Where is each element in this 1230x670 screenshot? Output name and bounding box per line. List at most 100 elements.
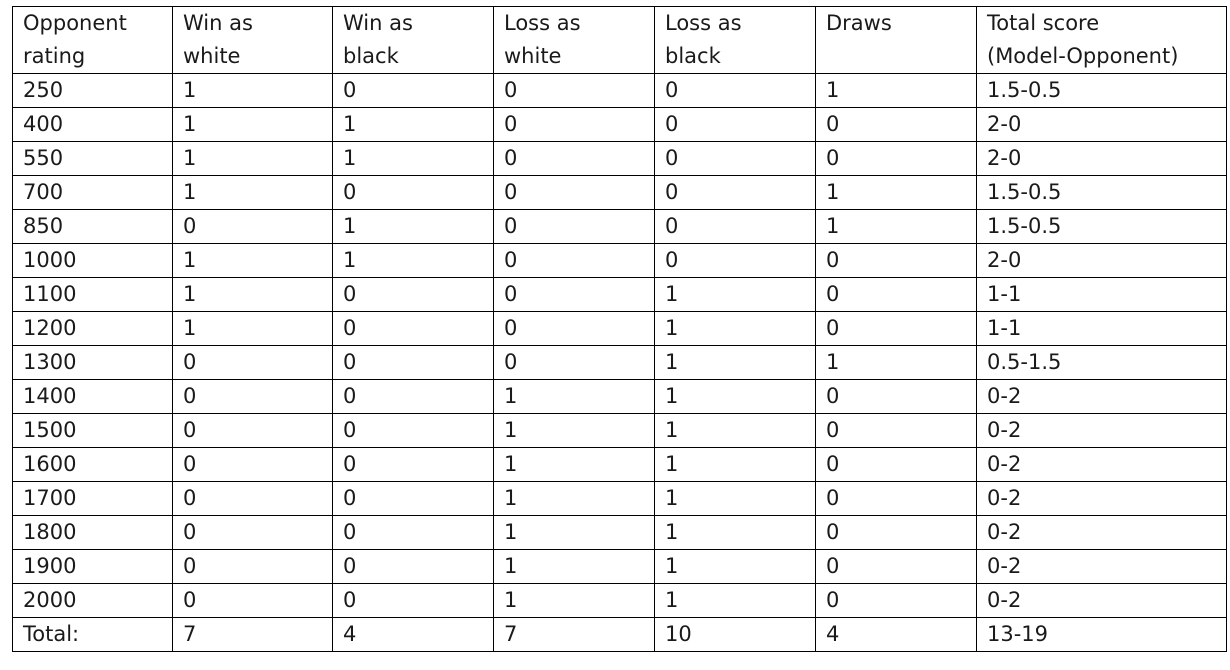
results-table: Opponent rating Win as white Win as black L… (12, 6, 1227, 652)
table-cell: 0-2 (976, 583, 1227, 618)
table-row: 1900 0 0 1 1 0 0-2 (12, 549, 1227, 584)
table-row: 1800 0 0 1 1 0 0-2 (12, 515, 1227, 550)
table-cell: 0 (332, 515, 494, 550)
totals-label: Total: (12, 617, 173, 652)
table-row: 700 1 0 0 0 1 1.5-0.5 (12, 175, 1227, 210)
table-cell: 1 (654, 311, 816, 346)
table-cell: 0 (332, 413, 494, 448)
header-line: white (183, 44, 241, 68)
table-cell: 0 (172, 481, 333, 516)
table-cell: 1 (654, 583, 816, 618)
table-cell: 0 (815, 515, 977, 550)
table-body: 250 1 0 0 0 1 1.5-0.5 400 1 1 0 0 0 2-0 550 1 1 0 0 0 2-0 700… (12, 73, 1227, 618)
table-cell: 0-2 (976, 413, 1227, 448)
table-cell: 0 (815, 413, 977, 448)
table-row: 1200 1 0 0 1 0 1-1 (12, 311, 1227, 346)
header-line: Total score (987, 11, 1100, 35)
table-cell: 0 (332, 73, 494, 108)
opponent-rating-cell: 2000 (12, 583, 173, 618)
table-cell: 0 (493, 209, 655, 244)
table-cell: 1 (493, 549, 655, 584)
table-cell: 1-1 (976, 311, 1227, 346)
table-cell: 1 (172, 175, 333, 210)
table-cell: 1 (815, 175, 977, 210)
table-cell: 0-2 (976, 447, 1227, 482)
table-cell: 1.5-0.5 (976, 209, 1227, 244)
header-line: Loss as (504, 11, 581, 35)
table-cell: 0-2 (976, 379, 1227, 414)
header-line: white (504, 44, 562, 68)
table-row: 550 1 1 0 0 0 2-0 (12, 141, 1227, 176)
table-cell: 0 (654, 175, 816, 210)
table-row: 400 1 1 0 0 0 2-0 (12, 107, 1227, 142)
table-cell: 0 (332, 379, 494, 414)
table-row: 250 1 0 0 0 1 1.5-0.5 (12, 73, 1227, 108)
table-cell: 0 (493, 243, 655, 278)
header-line: black (343, 44, 399, 68)
table-cell: 1 (815, 345, 977, 380)
opponent-rating-cell: 400 (12, 107, 173, 142)
table-cell: 1.5-0.5 (976, 73, 1227, 108)
table-cell: 1 (172, 277, 333, 312)
table-cell: 0 (815, 311, 977, 346)
table-cell: 0 (654, 141, 816, 176)
table-cell: 1 (654, 277, 816, 312)
header-line: (Model-Opponent) (987, 44, 1179, 68)
opponent-rating-cell: 1700 (12, 481, 173, 516)
opponent-rating-cell: 550 (12, 141, 173, 176)
table-cell: 0 (654, 243, 816, 278)
table-cell: 1-1 (976, 277, 1227, 312)
table-cell: 0 (493, 141, 655, 176)
table-cell: 1 (172, 141, 333, 176)
table-row: 1400 0 0 1 1 0 0-2 (12, 379, 1227, 414)
table-cell: 1 (332, 243, 494, 278)
table-cell: 0 (172, 583, 333, 618)
header-row: Opponent rating Win as white Win as black L… (12, 6, 1227, 74)
table-cell: 1 (654, 379, 816, 414)
table-cell: 0 (332, 447, 494, 482)
opponent-rating-cell: 1000 (12, 243, 173, 278)
table-cell: 1 (493, 481, 655, 516)
table-cell: 1 (815, 73, 977, 108)
table-cell: 0-2 (976, 481, 1227, 516)
table-cell: 1 (332, 107, 494, 142)
table-cell: 1 (654, 515, 816, 550)
table-cell: 0 (815, 277, 977, 312)
table-cell: 2-0 (976, 141, 1227, 176)
header-cell-draws: Draws (815, 6, 977, 74)
table-cell: 1 (332, 141, 494, 176)
table-cell: 1 (815, 209, 977, 244)
table-cell: 0 (332, 481, 494, 516)
table-row: 1500 0 0 1 1 0 0-2 (12, 413, 1227, 448)
table-cell: 0 (654, 73, 816, 108)
header-cell-loss-as-white: Loss as white (493, 6, 655, 74)
table-cell: 0 (332, 583, 494, 618)
table-cell: 1 (172, 243, 333, 278)
table-cell: 0.5-1.5 (976, 345, 1227, 380)
table-cell: 0 (172, 515, 333, 550)
table-cell: 1 (654, 413, 816, 448)
table-row: 2000 0 0 1 1 0 0-2 (12, 583, 1227, 618)
table-cell: 0 (332, 549, 494, 584)
table-cell: 0 (654, 209, 816, 244)
table-cell: 0 (815, 549, 977, 584)
opponent-rating-cell: 1200 (12, 311, 173, 346)
table-cell: 0 (172, 447, 333, 482)
table-cell: 1 (493, 379, 655, 414)
opponent-rating-cell: 1300 (12, 345, 173, 380)
opponent-rating-cell: 1400 (12, 379, 173, 414)
table-cell: 1 (493, 583, 655, 618)
header-line: Draws (826, 11, 892, 35)
totals-cell: 10 (654, 617, 816, 652)
header-cell-win-as-black: Win as black (332, 6, 494, 74)
table-cell: 0 (815, 141, 977, 176)
header-line: Win as (343, 11, 413, 35)
table-cell: 1 (493, 515, 655, 550)
table-cell: 0 (815, 583, 977, 618)
table-cell: 0 (332, 277, 494, 312)
table-cell: 1 (654, 481, 816, 516)
table-cell: 1 (172, 107, 333, 142)
table-cell: 1.5-0.5 (976, 175, 1227, 210)
table-cell: 1 (654, 345, 816, 380)
table-cell: 0 (493, 175, 655, 210)
